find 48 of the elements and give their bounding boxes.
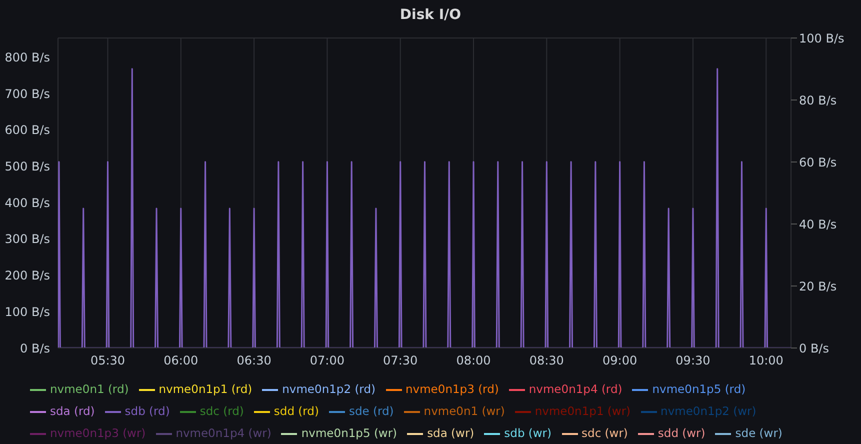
x-tick-label: 06:00 xyxy=(164,354,198,368)
x-tick-label: 06:30 xyxy=(236,354,272,368)
legend-label: sde (wr) xyxy=(735,426,782,440)
legend-label: sda (rd) xyxy=(50,404,95,418)
legend-label: nvme0n1p5 (wr) xyxy=(301,426,398,440)
legend-label: nvme0n1p5 (rd) xyxy=(652,382,746,396)
legend-label: sdd (rd) xyxy=(274,404,319,418)
x-tick-label: 07:30 xyxy=(383,354,418,368)
x-tick-label: 05:30 xyxy=(90,354,126,368)
x-tick-label: 08:30 xyxy=(529,354,564,368)
y2-tick-label: 20 B/s xyxy=(799,279,837,294)
legend-label: nvme0n1p1 (wr) xyxy=(534,404,631,418)
x-tick-label: 08:00 xyxy=(456,354,491,368)
y-tick-label: 100 B/s xyxy=(4,304,50,319)
legend-label: sde (rd) xyxy=(348,404,394,418)
y-tick-label: 0 B/s xyxy=(20,341,50,356)
y2-tick-label: 100 B/s xyxy=(799,31,844,46)
y-tick-label: 700 B/s xyxy=(4,86,50,101)
legend-label: sda (wr) xyxy=(427,426,474,440)
legend-label: sdc (wr) xyxy=(582,426,628,440)
legend-label: nvme0n1p3 (wr) xyxy=(50,426,146,440)
legend-label: sdd (wr) xyxy=(658,426,706,440)
x-tick-label: 09:00 xyxy=(602,354,638,368)
x-tick-label: 09:30 xyxy=(676,354,710,368)
y-tick-label: 300 B/s xyxy=(4,232,50,246)
legend-label: nvme0n1 (rd) xyxy=(50,382,129,396)
chart-title: Disk I/O xyxy=(398,6,462,25)
legend-label: nvme0n1 (wr) xyxy=(424,404,505,418)
y2-tick-label: 40 B/s xyxy=(799,217,837,232)
legend-label: sdc (rd) xyxy=(200,404,244,418)
y-tick-label: 200 B/s xyxy=(4,268,50,283)
y-tick-label: 500 B/s xyxy=(4,160,50,174)
legend-label: nvme0n1p3 (rd) xyxy=(406,382,499,396)
y-tick-label: 600 B/s xyxy=(4,123,50,138)
legend-label: nvme0n1p4 (rd) xyxy=(528,382,622,396)
y2-tick-label: 80 B/s xyxy=(799,93,837,108)
legend-label: sdb (wr) xyxy=(504,426,552,440)
y-tick-label: 800 B/s xyxy=(4,50,50,65)
y2-tick-label: 0 B/s xyxy=(799,341,829,356)
legend-label: nvme0n1p1 (rd) xyxy=(158,382,252,396)
legend-label: nvme0n1p4 (wr) xyxy=(176,426,272,440)
legend-label: nvme0n1p2 (rd) xyxy=(282,382,376,396)
legend-label: nvme0n1p2 (wr) xyxy=(660,404,756,418)
legend-label: sdb (rd) xyxy=(124,404,170,418)
y2-tick-label: 60 B/s xyxy=(799,155,837,170)
y-tick-label: 400 B/s xyxy=(4,196,50,210)
x-tick-label: 10:00 xyxy=(748,354,784,368)
x-tick-label: 07:00 xyxy=(310,354,344,368)
